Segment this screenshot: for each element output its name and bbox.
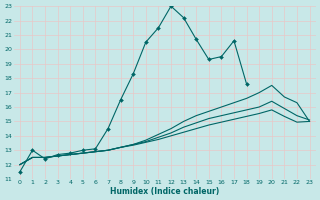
X-axis label: Humidex (Indice chaleur): Humidex (Indice chaleur) bbox=[110, 187, 219, 196]
